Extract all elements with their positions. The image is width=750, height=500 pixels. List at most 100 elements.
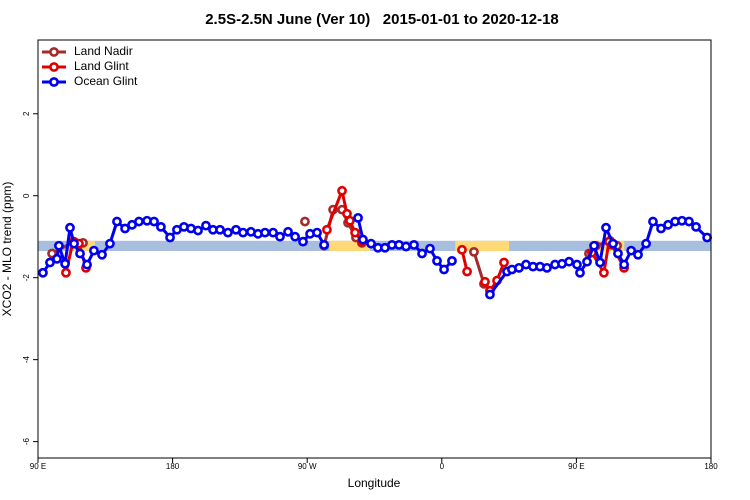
y-tick-label: 0 (22, 193, 31, 198)
chart-title: 2.5S-2.5N June (Ver 10) 2015-01-01 to 20… (205, 11, 559, 28)
data-point (52, 253, 62, 264)
x-tick-label: 90 E (568, 462, 584, 471)
data-point (238, 227, 248, 238)
data-point (54, 240, 64, 251)
data-point (575, 267, 585, 278)
data-point (633, 249, 643, 260)
data-point (156, 221, 166, 232)
land-band (455, 240, 510, 252)
legend-marker (49, 62, 59, 72)
data-point (691, 221, 701, 232)
x-tick-label: 90 E (30, 462, 46, 471)
data-point (613, 248, 623, 259)
y-tick-label: 2 (22, 111, 31, 116)
data-point (69, 238, 79, 249)
data-point (626, 245, 637, 256)
y-tick-label: -4 (22, 356, 31, 364)
data-point (300, 216, 310, 227)
legend-marker (49, 77, 59, 87)
data-point (65, 222, 75, 233)
data-point (283, 226, 293, 237)
data-point (409, 240, 419, 250)
legend-label: Land Nadir (74, 44, 133, 58)
data-point (275, 231, 285, 242)
data-point (193, 225, 203, 236)
x-tick-label: 180 (166, 462, 180, 471)
y-tick-label: -6 (22, 438, 31, 446)
data-point (45, 257, 55, 268)
data-point (542, 262, 552, 273)
x-tick-label: 0 (440, 462, 445, 471)
x-tick-label: 90 W (298, 462, 317, 471)
data-point (353, 212, 363, 223)
legend-label: Ocean Glint (74, 74, 138, 88)
data-point (319, 240, 329, 250)
data-point (599, 267, 609, 278)
data-point (38, 267, 48, 278)
data-layer (38, 185, 713, 300)
data-point (447, 255, 457, 266)
data-point (97, 249, 107, 260)
data-point (215, 224, 225, 235)
data-point (61, 267, 71, 278)
data-point (572, 259, 582, 270)
data-point (149, 216, 159, 227)
data-point (417, 248, 427, 259)
data-point (298, 236, 308, 247)
data-point (684, 216, 694, 227)
legend-label: Land Glint (74, 59, 129, 73)
data-point (425, 243, 435, 254)
data-point (75, 248, 85, 259)
data-point (134, 216, 144, 227)
data-point (589, 240, 599, 251)
data-point (350, 227, 360, 238)
data-point (462, 266, 472, 277)
data-point (366, 238, 376, 249)
data-point (656, 223, 666, 234)
data-point (268, 227, 279, 238)
y-axis-label: XCO2 - MLO trend (ppm) (0, 182, 14, 317)
data-point (641, 238, 651, 249)
data-point (112, 216, 122, 227)
data-point (89, 245, 99, 256)
plot-frame (37, 39, 712, 459)
data-point (312, 227, 322, 238)
data-point (485, 289, 495, 300)
data-point (432, 255, 442, 266)
y-tick-label: -2 (22, 274, 31, 282)
data-point (260, 227, 270, 238)
data-point (345, 215, 355, 226)
data-point (60, 258, 70, 269)
data-point (457, 244, 467, 255)
data-point (648, 216, 658, 227)
data-point (358, 234, 368, 245)
series-line (488, 219, 709, 296)
data-point (290, 231, 300, 242)
land-band (329, 240, 371, 252)
data-point (582, 256, 592, 267)
x-tick-label: 180 (704, 462, 718, 471)
data-point (702, 232, 713, 243)
legend-marker (49, 47, 59, 57)
data-point (439, 264, 449, 275)
data-point (499, 257, 509, 268)
data-point (601, 222, 611, 233)
data-point (165, 232, 175, 243)
data-point (480, 276, 490, 287)
data-point (201, 220, 211, 231)
data-point (595, 257, 605, 268)
data-point (401, 241, 411, 252)
data-point (564, 256, 574, 267)
data-point (337, 185, 347, 196)
data-point (619, 259, 630, 270)
x-axis-label: Longitude (348, 476, 401, 490)
data-point (322, 224, 332, 235)
data-point (469, 246, 479, 257)
data-point (223, 227, 233, 238)
data-point (82, 259, 92, 270)
series-line (483, 261, 506, 293)
data-point (608, 238, 618, 249)
data-point (105, 238, 115, 249)
